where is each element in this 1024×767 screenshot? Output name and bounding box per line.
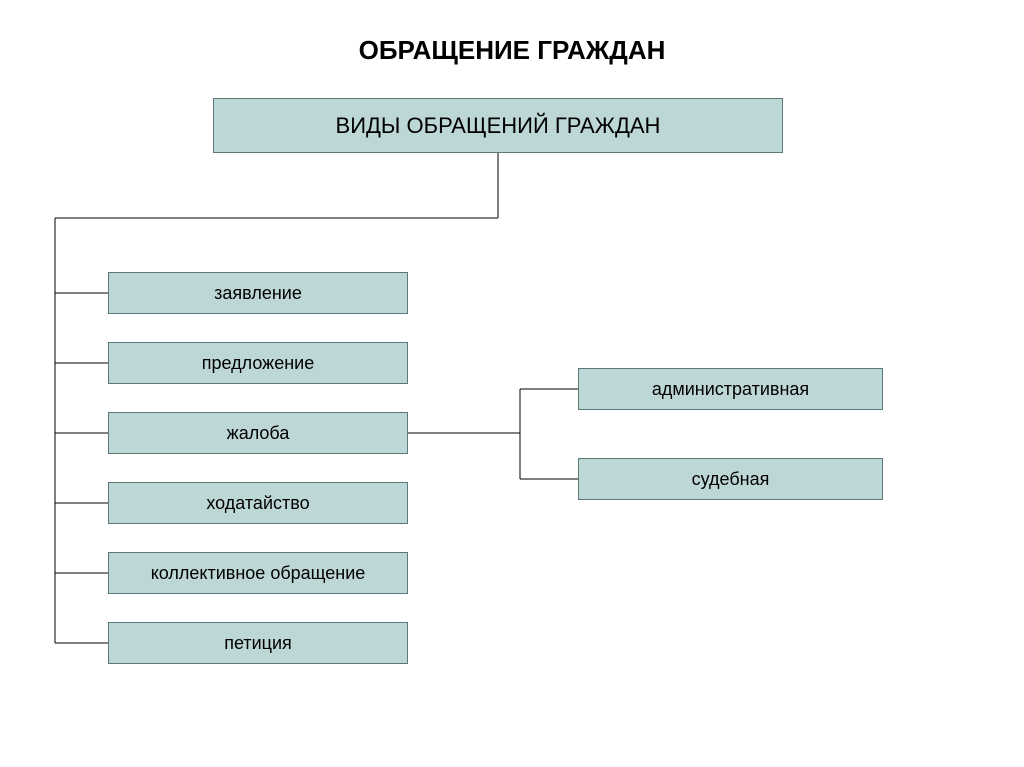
left-node: коллективное обращение <box>108 552 408 594</box>
left-node-label: ходатайство <box>206 493 309 514</box>
left-node: предложение <box>108 342 408 384</box>
left-node-label: жалоба <box>227 423 290 444</box>
left-node: жалоба <box>108 412 408 454</box>
right-node: судебная <box>578 458 883 500</box>
left-node: заявление <box>108 272 408 314</box>
left-node-label: коллективное обращение <box>151 563 366 584</box>
root-node: ВИДЫ ОБРАЩЕНИЙ ГРАЖДАН <box>213 98 783 153</box>
right-node: административная <box>578 368 883 410</box>
left-node: ходатайство <box>108 482 408 524</box>
left-node-label: предложение <box>202 353 314 374</box>
left-node: петиция <box>108 622 408 664</box>
right-node-label: судебная <box>692 469 770 490</box>
left-node-label: заявление <box>214 283 302 304</box>
left-node-label: петиция <box>224 633 292 654</box>
page-title: ОБРАЩЕНИЕ ГРАЖДАН <box>0 35 1024 66</box>
root-node-label: ВИДЫ ОБРАЩЕНИЙ ГРАЖДАН <box>336 113 661 139</box>
right-node-label: административная <box>652 379 809 400</box>
